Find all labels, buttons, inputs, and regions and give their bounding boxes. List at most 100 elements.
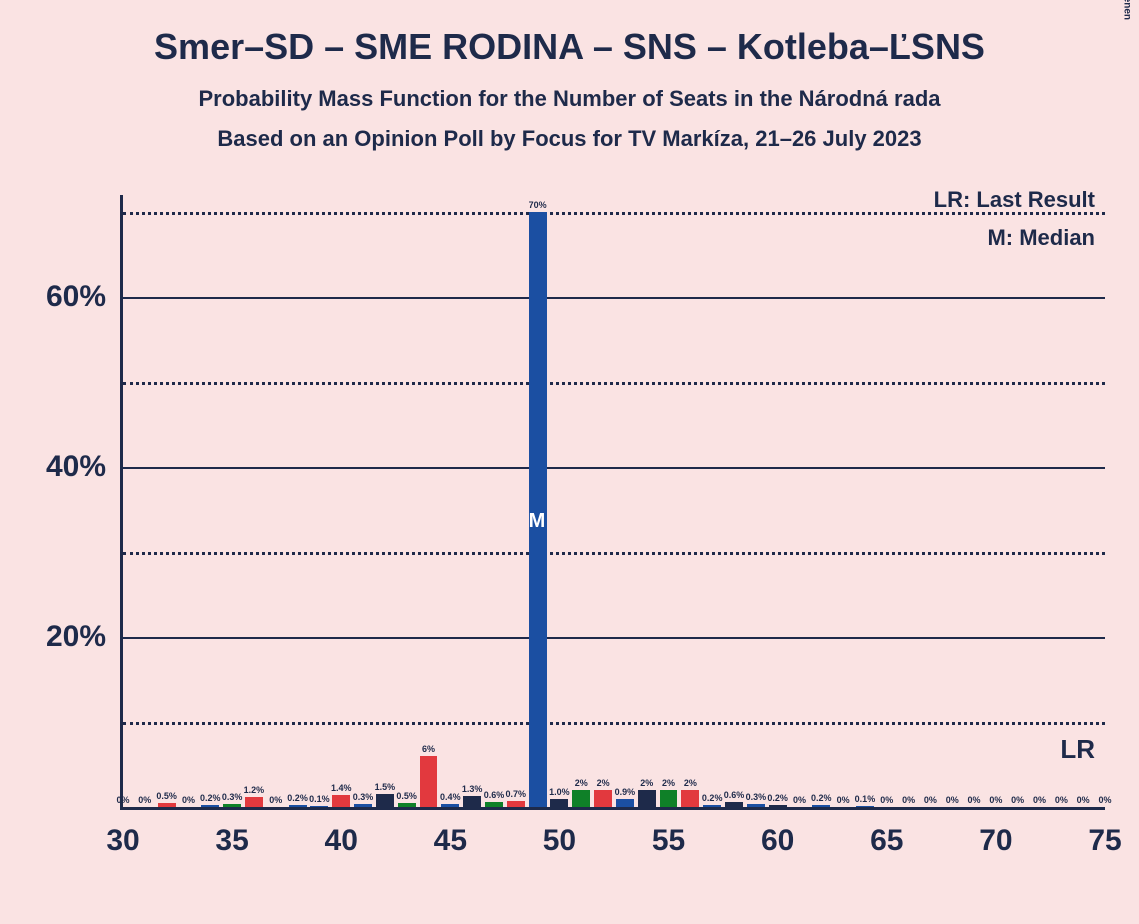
- gridline-major: [123, 467, 1105, 469]
- bar: 0.6%: [485, 802, 503, 807]
- bar-value-label: 2%: [575, 778, 588, 788]
- bar: 1.3%: [463, 796, 481, 807]
- gridline-minor: [123, 552, 1105, 555]
- chart-title: Smer–SD – SME RODINA – SNS – Kotleba–ĽSN…: [0, 0, 1139, 68]
- bar-value-label: 1.0%: [549, 787, 570, 797]
- y-tick-label: 40%: [46, 450, 106, 484]
- bar-value-label: 2%: [640, 778, 653, 788]
- bar-value-label: 1.5%: [375, 782, 396, 792]
- chart-plot-area: LR: Last Result M: Median LR 20%40%60%30…: [120, 195, 1105, 810]
- bar-value-label: 0.5%: [396, 791, 417, 801]
- y-tick-label: 20%: [46, 620, 106, 654]
- bar: 0.2%: [703, 805, 721, 807]
- chart-subtitle: Probability Mass Function for the Number…: [0, 86, 1139, 112]
- bar-value-label: 0%: [793, 795, 806, 805]
- bar-value-label: 0.3%: [746, 792, 767, 802]
- bar: 0.6%: [725, 802, 743, 807]
- gridline-major: [123, 637, 1105, 639]
- bar-value-label: 0.2%: [287, 793, 308, 803]
- lr-position-label: LR: [1060, 734, 1095, 765]
- y-axis: [120, 195, 123, 810]
- bar-value-label: 0.2%: [200, 793, 221, 803]
- gridline-minor: [123, 722, 1105, 725]
- bar-value-label: 1.3%: [462, 784, 483, 794]
- bar: 0.4%: [441, 804, 459, 807]
- bar-value-label: 2%: [662, 778, 675, 788]
- bar: 0.3%: [223, 804, 241, 807]
- bar-value-label: 0%: [880, 795, 893, 805]
- bar-value-label: 0.9%: [615, 787, 636, 797]
- bar: 0.2%: [769, 805, 787, 807]
- bar-value-label: 0%: [924, 795, 937, 805]
- bar-value-label: 0%: [1077, 795, 1090, 805]
- gridline-major: [123, 297, 1105, 299]
- bar-value-label: 0.1%: [855, 794, 876, 804]
- bar-value-label: 0%: [989, 795, 1002, 805]
- bar-value-label: 0%: [182, 795, 195, 805]
- x-tick-label: 70: [979, 824, 1012, 858]
- x-tick-label: 45: [434, 824, 467, 858]
- bar-value-label: 0.5%: [156, 791, 177, 801]
- bar-value-label: 1.2%: [244, 785, 265, 795]
- bar-value-label: 0.6%: [724, 790, 745, 800]
- bar: 2%: [638, 790, 656, 807]
- bar-value-label: 0.7%: [506, 789, 527, 799]
- y-tick-label: 60%: [46, 280, 106, 314]
- bar-value-label: 0%: [1055, 795, 1068, 805]
- bar-value-label: 0%: [902, 795, 915, 805]
- bar: 0.1%: [310, 806, 328, 807]
- bar: 0.7%: [507, 801, 525, 807]
- bar-value-label: 0%: [946, 795, 959, 805]
- x-tick-label: 35: [215, 824, 248, 858]
- bar: 2%: [681, 790, 699, 807]
- bar: 0.3%: [747, 804, 765, 807]
- x-axis: [120, 807, 1105, 810]
- bar-value-label: 0.3%: [353, 792, 374, 802]
- legend-median: M: Median: [987, 225, 1095, 251]
- bar-value-label: 2%: [597, 778, 610, 788]
- bar: 0.2%: [812, 805, 830, 807]
- bar: 0.2%: [289, 805, 307, 807]
- bar-value-label: 70%: [529, 200, 547, 210]
- bar: 6%: [420, 756, 438, 807]
- x-tick-label: 55: [652, 824, 685, 858]
- bar-value-label: 0%: [837, 795, 850, 805]
- x-tick-label: 30: [106, 824, 139, 858]
- bar-value-label: 0%: [968, 795, 981, 805]
- x-tick-label: 60: [761, 824, 794, 858]
- bar: 1.2%: [245, 797, 263, 807]
- bar: 0.2%: [201, 805, 219, 807]
- bar: 2%: [594, 790, 612, 807]
- x-tick-label: 65: [870, 824, 903, 858]
- bar: 2%: [572, 790, 590, 807]
- bar-value-label: 0.2%: [702, 793, 723, 803]
- bar-value-label: 2%: [684, 778, 697, 788]
- bar-value-label: 0%: [116, 795, 129, 805]
- bar: 0.5%: [398, 803, 416, 807]
- bar: 2%: [660, 790, 678, 807]
- bar-value-label: 0.1%: [309, 794, 330, 804]
- legend-last-result: LR: Last Result: [934, 187, 1095, 213]
- bar: 0.9%: [616, 799, 634, 807]
- x-tick-label: 40: [325, 824, 358, 858]
- bar: 1.0%: [550, 799, 568, 808]
- bar-value-label: 0.3%: [222, 792, 243, 802]
- gridline-minor: [123, 382, 1105, 385]
- bar-value-label: 0.2%: [767, 793, 788, 803]
- x-tick-label: 50: [543, 824, 576, 858]
- bar: 0.5%: [158, 803, 176, 807]
- bar: 1.5%: [376, 794, 394, 807]
- bar-value-label: 0%: [1033, 795, 1046, 805]
- bar: 0.1%: [856, 806, 874, 807]
- chart-subtitle-2: Based on an Opinion Poll by Focus for TV…: [0, 126, 1139, 152]
- x-tick-label: 75: [1088, 824, 1121, 858]
- bar-value-label: 0%: [1098, 795, 1111, 805]
- gridline-minor: [123, 212, 1105, 215]
- bar-value-label: 0.4%: [440, 792, 461, 802]
- bar: 1.4%: [332, 795, 350, 807]
- bar-value-label: 0%: [269, 795, 282, 805]
- bar-value-label: 6%: [422, 744, 435, 754]
- bar-value-label: 0.6%: [484, 790, 505, 800]
- bar-value-label: 0.2%: [811, 793, 832, 803]
- bar-value-label: 1.4%: [331, 783, 352, 793]
